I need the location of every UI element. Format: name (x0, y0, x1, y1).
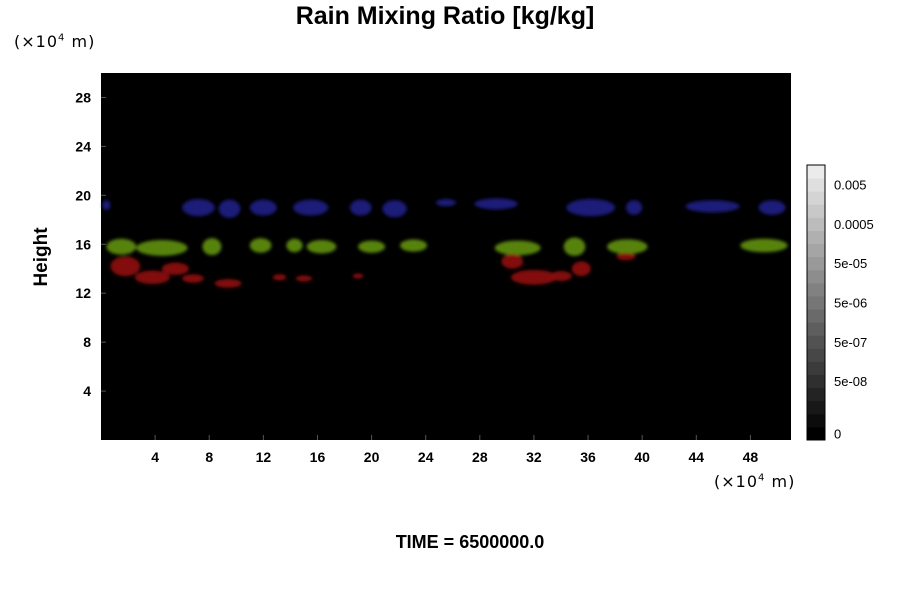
contour-middle-6 (358, 240, 386, 253)
colorbar-label: 5e-06 (834, 296, 867, 311)
x-tick-label: 4 (151, 449, 159, 465)
x-unit-exponent: 4 (758, 472, 766, 484)
colorbar-swatch (807, 217, 825, 231)
contour-lower-5 (272, 274, 287, 281)
contour-middle-3 (249, 238, 272, 253)
contour-lower-7 (352, 273, 364, 279)
contour-middle-11 (740, 238, 788, 253)
colorbar-swatch (807, 348, 825, 362)
contour-upper-11 (685, 200, 740, 213)
contour-lower-2 (161, 262, 189, 275)
contour-middle-1 (136, 239, 188, 256)
colorbar-swatch (807, 400, 825, 415)
colorbar-swatch (807, 374, 825, 389)
x-tick-label: 8 (205, 449, 213, 465)
contour-upper-6 (382, 200, 407, 218)
colorbar-label: 5e-08 (834, 374, 867, 389)
contour-lower-1 (134, 270, 170, 285)
x-tick-label: 24 (418, 449, 434, 465)
colorbar-swatch (807, 426, 825, 441)
contour-lower-10 (550, 271, 572, 281)
contour-lower-9 (510, 269, 557, 285)
contour-lower-4 (214, 279, 242, 288)
colorbar-swatch (807, 256, 825, 271)
contour-lower-6 (295, 275, 313, 282)
x-tick-label: 32 (526, 449, 542, 465)
contour-upper-12 (758, 200, 786, 215)
x-tick-label: 28 (472, 449, 488, 465)
contour-upper-5 (349, 199, 372, 216)
colorbar-swatch (807, 269, 825, 284)
colorbar-swatch (807, 178, 825, 192)
colorbar-swatch (807, 309, 825, 323)
contour-upper-2 (218, 199, 241, 218)
colorbar-label: 5e-05 (834, 256, 867, 271)
chart-title: Rain Mixing Ratio [kg/kg] (295, 2, 595, 30)
colorbar-swatch (807, 387, 825, 402)
contour-upper-9 (566, 199, 616, 217)
x-tick-label: 20 (364, 449, 380, 465)
contour-upper-0 (102, 200, 111, 211)
colorbar-swatch (807, 230, 825, 245)
colorbar-swatch (807, 243, 825, 258)
x-unit-suffix: m) (765, 472, 796, 491)
colorbar-swatch (807, 361, 825, 376)
colorbar-swatch (807, 282, 825, 297)
colorbar-swatch (807, 295, 825, 310)
y-tick-label: 12 (75, 285, 91, 301)
contour-lower-11 (571, 261, 591, 277)
x-unit-prefix: (×10 (714, 472, 759, 491)
contour-upper-8 (474, 198, 518, 210)
y-tick-label: 20 (75, 187, 91, 203)
colorbar-label: 0.005 (834, 178, 867, 193)
contour-lower-12 (616, 252, 636, 261)
y-tick-label: 16 (75, 236, 91, 252)
y-tick-label: 4 (83, 383, 91, 399)
x-tick-label: 36 (580, 449, 596, 465)
contour-middle-4 (286, 238, 303, 253)
y-tick-label: 8 (83, 334, 91, 350)
contour-middle-10 (607, 239, 648, 255)
contour-upper-4 (293, 199, 329, 216)
time-label: TIME = 6500000.0 (395, 532, 545, 552)
colorbar-swatch (807, 165, 825, 179)
colorbar-swatch (807, 322, 825, 336)
x-unit-label: (×104 m) (714, 472, 795, 491)
contour-lower-3 (182, 274, 204, 283)
colorbar-swatch (807, 335, 825, 349)
y-tick-label: 28 (75, 89, 91, 105)
y-unit-exponent: 4 (58, 32, 66, 44)
colorbar-swatch (807, 204, 825, 218)
contour-upper-10 (625, 200, 643, 215)
contour-middle-7 (400, 239, 428, 252)
x-tick-label: 16 (310, 449, 326, 465)
colorbar-swatch (807, 191, 825, 205)
colorbar-label: 0.0005 (834, 217, 874, 232)
contour-middle-9 (563, 237, 586, 256)
colorbar-label: 0 (834, 426, 841, 441)
colorbar: 0.005 0.0005 5e-05 5e-06 5e-07 5e-08 0 (806, 164, 874, 441)
contour-lower-8 (501, 254, 524, 269)
plot-area (101, 73, 791, 440)
colorbar-label: 5e-07 (834, 335, 867, 350)
y-unit-label: (×104 m) (14, 32, 95, 51)
contour-upper-3 (249, 199, 277, 216)
contour-lower-0 (110, 256, 141, 277)
contour-middle-8 (494, 240, 541, 256)
contour-middle-0 (106, 238, 137, 255)
contour-middle-5 (306, 239, 337, 254)
x-tick-label: 12 (256, 449, 272, 465)
x-tick-label: 48 (743, 449, 759, 465)
y-tick-label: 24 (75, 138, 91, 154)
y-unit-prefix: (×10 (14, 32, 59, 51)
contour-upper-1 (182, 199, 215, 217)
x-tick-label: 44 (689, 449, 705, 465)
y-unit-suffix: m) (65, 32, 96, 51)
x-tick-label: 40 (634, 449, 650, 465)
colorbar-swatch (807, 413, 825, 428)
colorbar-border (806, 164, 826, 441)
contour-upper-7 (435, 199, 457, 207)
contour-middle-2 (202, 238, 222, 256)
